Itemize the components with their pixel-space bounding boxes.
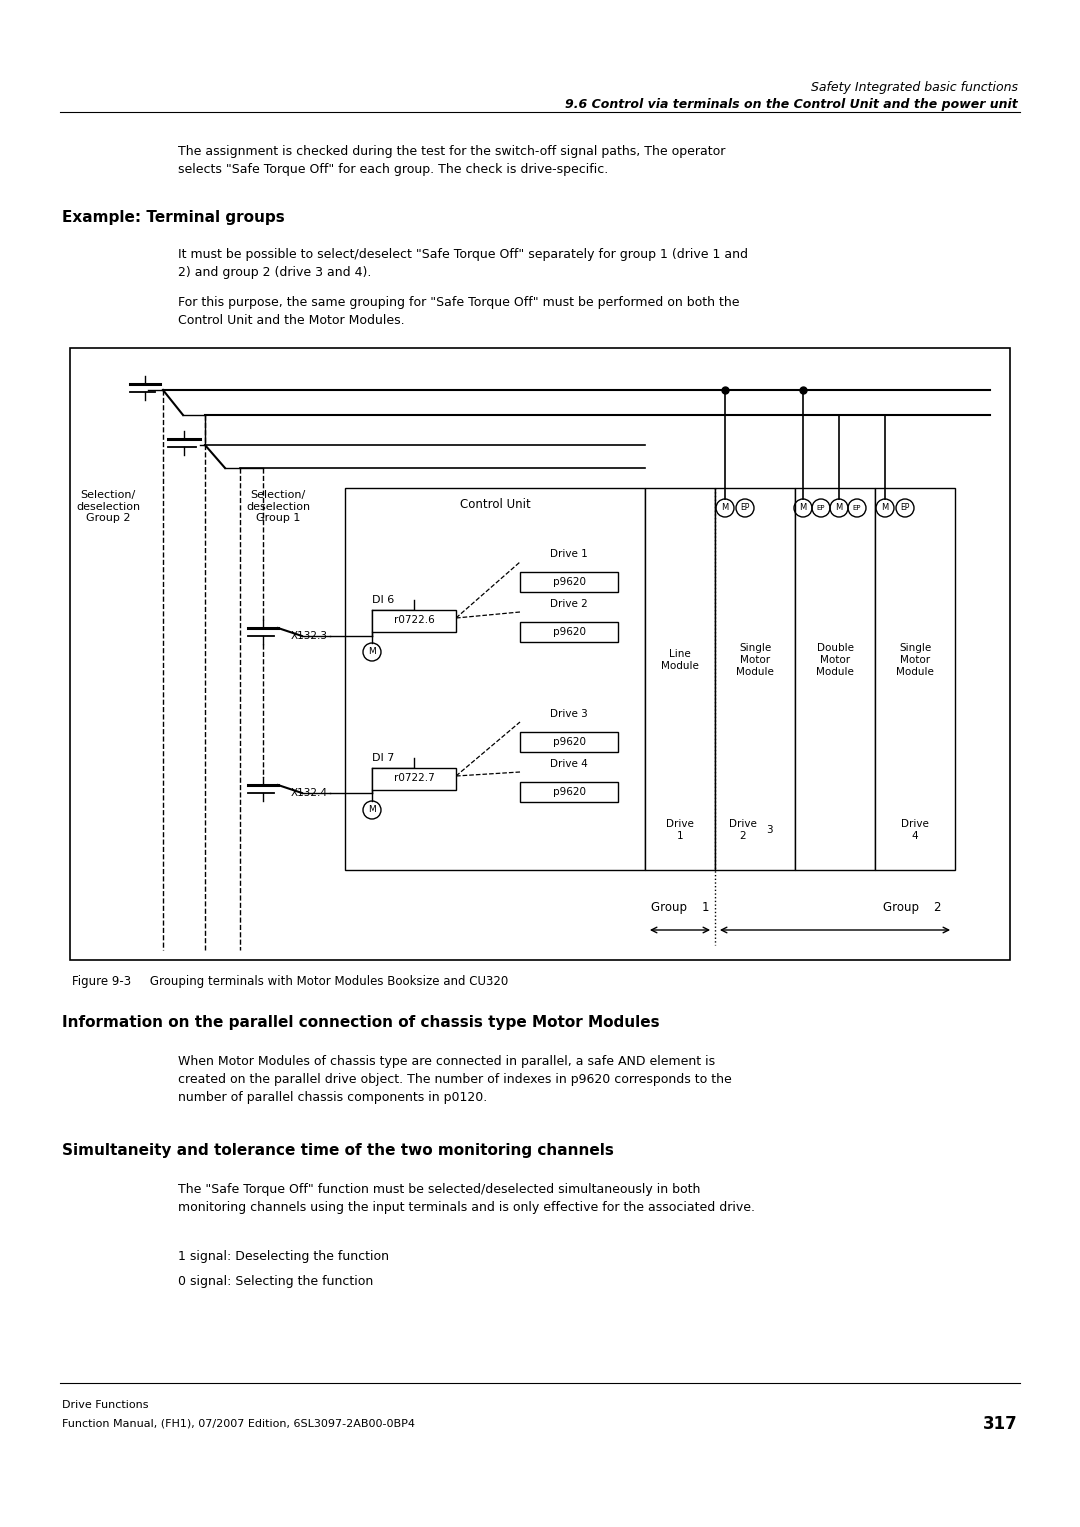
Text: p9620: p9620	[553, 577, 585, 586]
Text: Drive
2: Drive 2	[729, 818, 757, 841]
Text: The "Safe Torque Off" function must be selected/deselected simultaneously in bot: The "Safe Torque Off" function must be s…	[178, 1183, 700, 1196]
Text: DI 7: DI 7	[372, 753, 394, 764]
Bar	[795, 489, 875, 870]
Text: M: M	[881, 504, 889, 513]
Text: p9620: p9620	[553, 628, 585, 637]
Text: X132.4: X132.4	[291, 788, 328, 799]
Text: 0 signal: Selecting the function: 0 signal: Selecting the function	[178, 1275, 374, 1287]
Text: It must be possible to select/deselect "Safe Torque Off" separately for group 1 : It must be possible to select/deselect "…	[178, 247, 748, 261]
Text: monitoring channels using the input terminals and is only effective for the asso: monitoring channels using the input term…	[178, 1202, 755, 1214]
Bar	[372, 768, 456, 789]
Text: Figure 9-3     Grouping terminals with Motor Modules Booksize and CU320: Figure 9-3 Grouping terminals with Motor…	[72, 976, 509, 988]
Text: For this purpose, the same grouping for "Safe Torque Off" must be performed on b: For this purpose, the same grouping for …	[178, 296, 740, 308]
Text: selects "Safe Torque Off" for each group. The check is drive-specific.: selects "Safe Torque Off" for each group…	[178, 163, 608, 176]
Text: Drive 3: Drive 3	[550, 709, 588, 719]
Text: Selection/
deselection
Group 1: Selection/ deselection Group 1	[246, 490, 310, 524]
Text: Single
Motor
Module: Single Motor Module	[896, 643, 934, 676]
Text: 317: 317	[983, 1416, 1018, 1432]
Text: Drive
4: Drive 4	[901, 818, 929, 841]
Text: Line
Module: Line Module	[661, 649, 699, 670]
Text: M: M	[368, 806, 376, 814]
Text: The assignment is checked during the test for the switch-off signal paths, The o: The assignment is checked during the tes…	[178, 145, 726, 157]
Text: Single
Motor
Module: Single Motor Module	[737, 643, 774, 676]
Text: r0722.6: r0722.6	[393, 615, 434, 625]
Text: EP: EP	[816, 505, 825, 512]
Text: 9.6 Control via terminals on the Control Unit and the power unit: 9.6 Control via terminals on the Control…	[565, 98, 1018, 111]
Text: EP: EP	[740, 504, 750, 513]
Bar	[715, 489, 795, 870]
Text: EP: EP	[853, 505, 861, 512]
Text: Drive 2: Drive 2	[550, 599, 588, 609]
Text: M: M	[835, 504, 842, 513]
Text: r0722.7: r0722.7	[393, 773, 434, 783]
Text: p9620: p9620	[553, 738, 585, 747]
Bar	[519, 731, 618, 751]
Text: EP: EP	[901, 504, 909, 513]
Text: Information on the parallel connection of chassis type Motor Modules: Information on the parallel connection o…	[62, 1015, 660, 1031]
Text: Drive 1: Drive 1	[550, 550, 588, 559]
Text: Safety Integrated basic functions: Safety Integrated basic functions	[811, 81, 1018, 95]
Text: Drive 4: Drive 4	[550, 759, 588, 770]
Text: Double
Motor
Module: Double Motor Module	[816, 643, 854, 676]
Text: created on the parallel drive object. The number of indexes in p9620 corresponds: created on the parallel drive object. Th…	[178, 1073, 732, 1086]
Text: 2) and group 2 (drive 3 and 4).: 2) and group 2 (drive 3 and 4).	[178, 266, 372, 279]
Text: 3: 3	[766, 825, 772, 835]
Text: When Motor Modules of chassis type are connected in parallel, a safe AND element: When Motor Modules of chassis type are c…	[178, 1055, 715, 1067]
Bar	[519, 621, 618, 641]
Bar	[645, 489, 715, 870]
Text: Example: Terminal groups: Example: Terminal groups	[62, 211, 285, 224]
Text: Drive
1: Drive 1	[666, 818, 694, 841]
Text: Selection/
deselection
Group 2: Selection/ deselection Group 2	[76, 490, 140, 524]
Bar	[519, 782, 618, 802]
Text: M: M	[721, 504, 729, 513]
Text: Control Unit: Control Unit	[460, 498, 530, 512]
Text: M: M	[368, 647, 376, 657]
Bar	[345, 489, 645, 870]
Bar	[875, 489, 955, 870]
Text: M: M	[799, 504, 807, 513]
Text: Simultaneity and tolerance time of the two monitoring channels: Simultaneity and tolerance time of the t…	[62, 1144, 613, 1157]
Text: p9620: p9620	[553, 786, 585, 797]
Text: 1 signal: Deselecting the function: 1 signal: Deselecting the function	[178, 1251, 389, 1263]
Text: number of parallel chassis components in p0120.: number of parallel chassis components in…	[178, 1090, 487, 1104]
Bar	[519, 573, 618, 592]
Text: Function Manual, (FH1), 07/2007 Edition, 6SL3097-2AB00-0BP4: Function Manual, (FH1), 07/2007 Edition,…	[62, 1419, 415, 1428]
Text: Group    2: Group 2	[882, 901, 942, 915]
Text: Group    1: Group 1	[651, 901, 710, 915]
Text: DI 6: DI 6	[372, 596, 394, 605]
Bar	[372, 609, 456, 632]
Bar	[70, 348, 1010, 960]
Text: Drive Functions: Drive Functions	[62, 1400, 149, 1409]
Text: Control Unit and the Motor Modules.: Control Unit and the Motor Modules.	[178, 315, 405, 327]
Text: X132.3: X132.3	[291, 631, 328, 641]
